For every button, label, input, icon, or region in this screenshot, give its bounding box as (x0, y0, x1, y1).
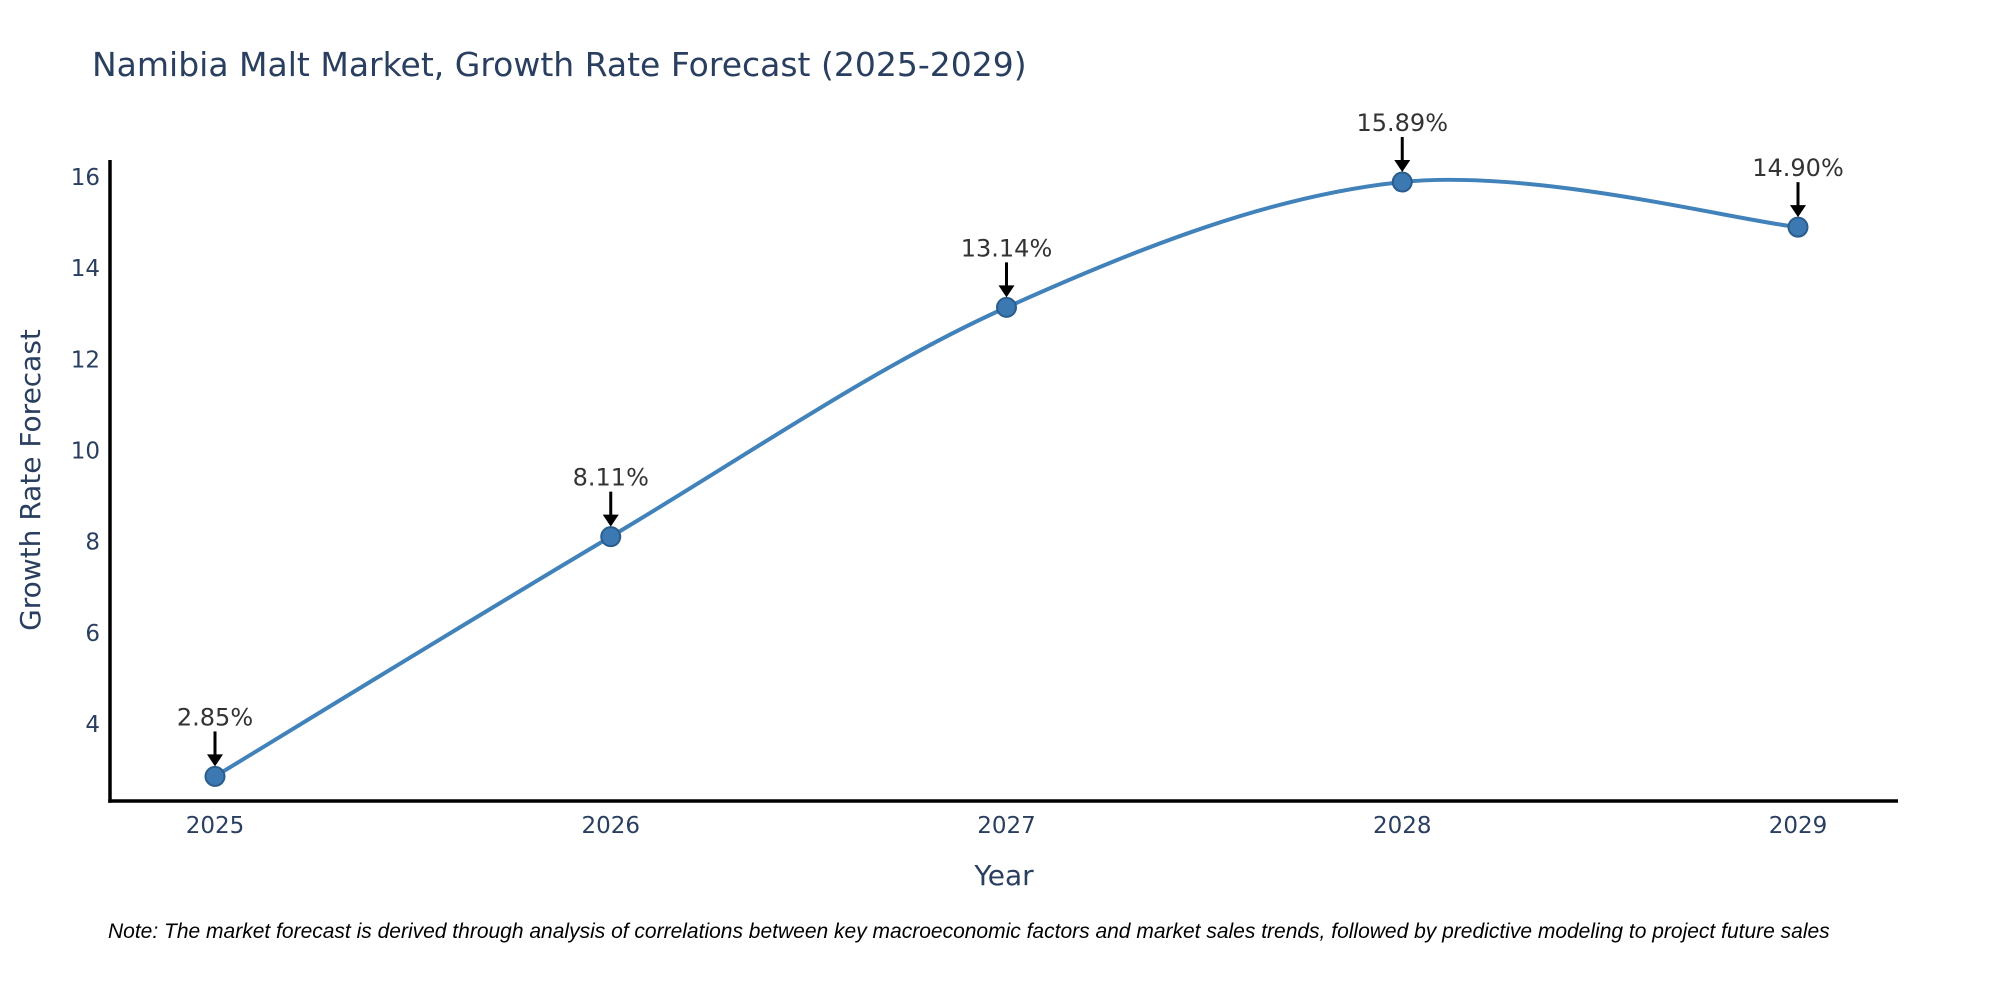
annotation-label: 14.90% (1752, 154, 1844, 182)
x-axis-title: Year (973, 859, 1034, 892)
annotation-arrowhead (207, 754, 223, 767)
annotation-label: 2.85% (177, 703, 253, 731)
y-axis-title: Growth Rate Forecast (14, 329, 47, 631)
data-point-marker (996, 296, 1017, 318)
chart-title: Namibia Malt Market, Growth Rate Forecas… (92, 45, 1027, 84)
footnote: Note: The market forecast is derived thr… (108, 920, 1830, 943)
x-tick-label: 2027 (977, 813, 1036, 839)
annotation-arrowhead (1790, 205, 1806, 218)
annotation-label: 8.11% (573, 464, 649, 492)
annotation-label: 15.89% (1356, 109, 1448, 137)
data-point-marker (1787, 216, 1809, 238)
y-tick-label: 14 (71, 256, 100, 282)
y-tick-label: 16 (71, 165, 100, 191)
annotation-arrowhead (1394, 160, 1411, 173)
y-tick-label: 6 (85, 621, 100, 647)
plot-area: 4 6 8 10 12 14 16 2025 2026 2027 2028 2029 2.85% 8.11… (71, 109, 1898, 839)
y-tick-label: 4 (85, 712, 100, 738)
y-tick-label: 12 (71, 347, 100, 373)
x-tick-label: 2028 (1373, 813, 1432, 839)
data-point-marker (600, 526, 622, 548)
y-tick-label: 8 (85, 530, 100, 556)
data-point-marker (1391, 171, 1413, 193)
x-tick-label: 2026 (581, 813, 640, 839)
annotation-label: 13.14% (961, 234, 1053, 262)
annotation-arrowhead (602, 514, 619, 527)
annotation-arrowhead (998, 285, 1015, 298)
x-tick-label: 2029 (1769, 813, 1828, 839)
data-point-marker (204, 765, 226, 787)
x-tick-label: 2025 (186, 813, 245, 839)
y-tick-label: 10 (71, 439, 100, 465)
